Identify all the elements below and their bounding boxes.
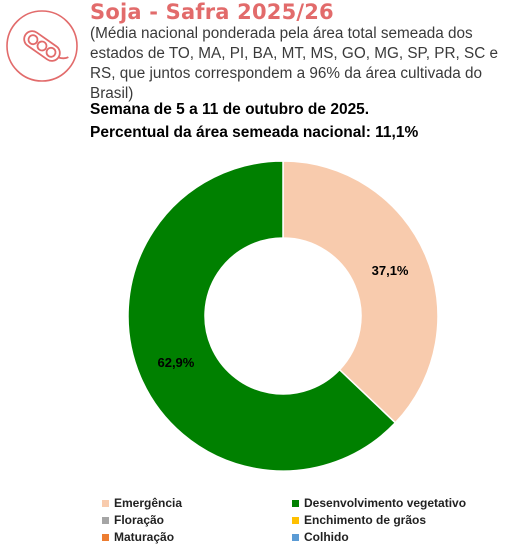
donut-slice-0 — [282, 160, 439, 424]
legend-item-0: Emergência — [102, 496, 182, 510]
legend-swatch — [292, 533, 299, 541]
legend-item-5: Colhido — [292, 530, 349, 544]
week-label: Semana de 5 a 11 de outubro de 2025. — [90, 101, 370, 118]
chart-legend: Emergência Desenvolvimento vegetativo Flor… — [0, 496, 523, 556]
legend-label: Floração — [114, 513, 165, 527]
data-label-1: 62,9% — [157, 355, 194, 370]
legend-swatch — [102, 516, 109, 524]
legend-item-2: Floração — [102, 513, 164, 527]
legend-label: Desenvolvimento vegetativo — [304, 496, 467, 510]
legend-label: Maturação — [114, 530, 175, 544]
legend-swatch — [102, 499, 109, 507]
donut-chart: 37,1% 62,9% — [127, 160, 439, 472]
legend-swatch — [292, 516, 299, 524]
legend-item-3: Enchimento de grãos — [292, 513, 426, 527]
legend-label: Emergência — [114, 496, 183, 510]
soybean-logo — [4, 8, 80, 84]
legend-label: Enchimento de grãos — [304, 513, 427, 527]
soybean-pod-icon — [6, 10, 78, 82]
legend-swatch — [292, 499, 299, 507]
donut-slice-1 — [127, 160, 397, 472]
data-label-0: 37,1% — [372, 263, 409, 278]
legend-swatch — [102, 533, 109, 541]
legend-label: Colhido — [304, 530, 349, 544]
legend-item-1: Desenvolvimento vegetativo — [292, 496, 466, 510]
page-subtitle: (Média nacional ponderada pela área tota… — [90, 25, 499, 102]
national-percent-label: Percentual da área semeada nacional: 11,… — [90, 124, 419, 141]
page-title: Soja - Safra 2025/26 — [90, 0, 334, 24]
legend-item-4: Maturação — [102, 530, 174, 544]
